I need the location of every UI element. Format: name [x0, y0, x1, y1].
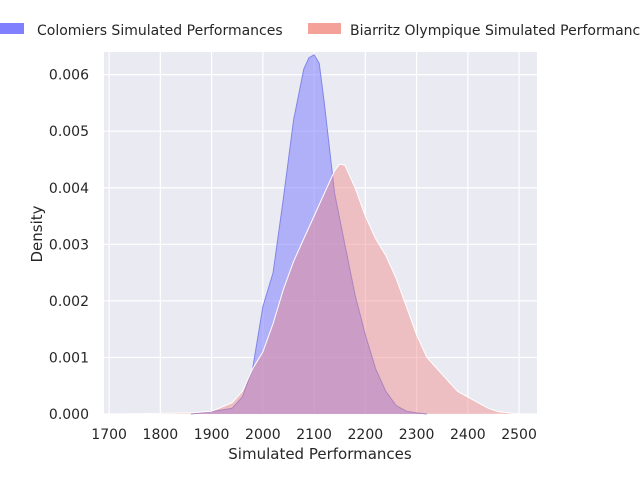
x-tick-label: 2100 — [296, 427, 332, 443]
density-areas — [119, 54, 520, 415]
density-line-biarritz — [119, 163, 520, 415]
x-tick-label: 2200 — [348, 427, 384, 443]
x-tick-label: 2300 — [399, 427, 435, 443]
x-tick-label: 1700 — [91, 427, 127, 443]
x-tick-label: 2000 — [245, 427, 281, 443]
x-axis-ticks: 1700 1800 1900 2000 2100 2200 2300 2400 2500 — [91, 427, 537, 443]
y-tick-label: 0.004 — [49, 181, 89, 197]
y-tick-label: 0.002 — [49, 294, 89, 310]
y-axis-label: Density — [28, 205, 46, 262]
legend-label-biarritz: Biarritz Olympique Simulated Performance… — [350, 23, 640, 39]
y-tick-label: 0.005 — [49, 124, 89, 140]
y-tick-label: 0.000 — [49, 407, 89, 423]
x-tick-label: 1800 — [143, 427, 179, 443]
x-tick-label: 2500 — [501, 427, 537, 443]
x-tick-label: 2400 — [450, 427, 486, 443]
density-area-colomiers — [191, 54, 427, 415]
legend-swatch-biarritz — [308, 23, 341, 34]
y-tick-label: 0.003 — [49, 237, 89, 253]
density-area-biarritz — [119, 164, 520, 414]
legend: Colomiers Simulated Performances Biarrit… — [0, 23, 640, 39]
y-tick-label: 0.006 — [49, 68, 89, 84]
legend-swatch-colomiers — [0, 23, 24, 34]
y-axis-ticks: 0.000 0.001 0.002 0.003 0.004 0.005 0.006 — [49, 68, 89, 423]
x-axis-label: Simulated Performances — [228, 445, 412, 463]
x-tick-label: 1900 — [194, 427, 230, 443]
legend-label-colomiers: Colomiers Simulated Performances — [37, 23, 283, 39]
y-tick-label: 0.001 — [49, 350, 89, 366]
